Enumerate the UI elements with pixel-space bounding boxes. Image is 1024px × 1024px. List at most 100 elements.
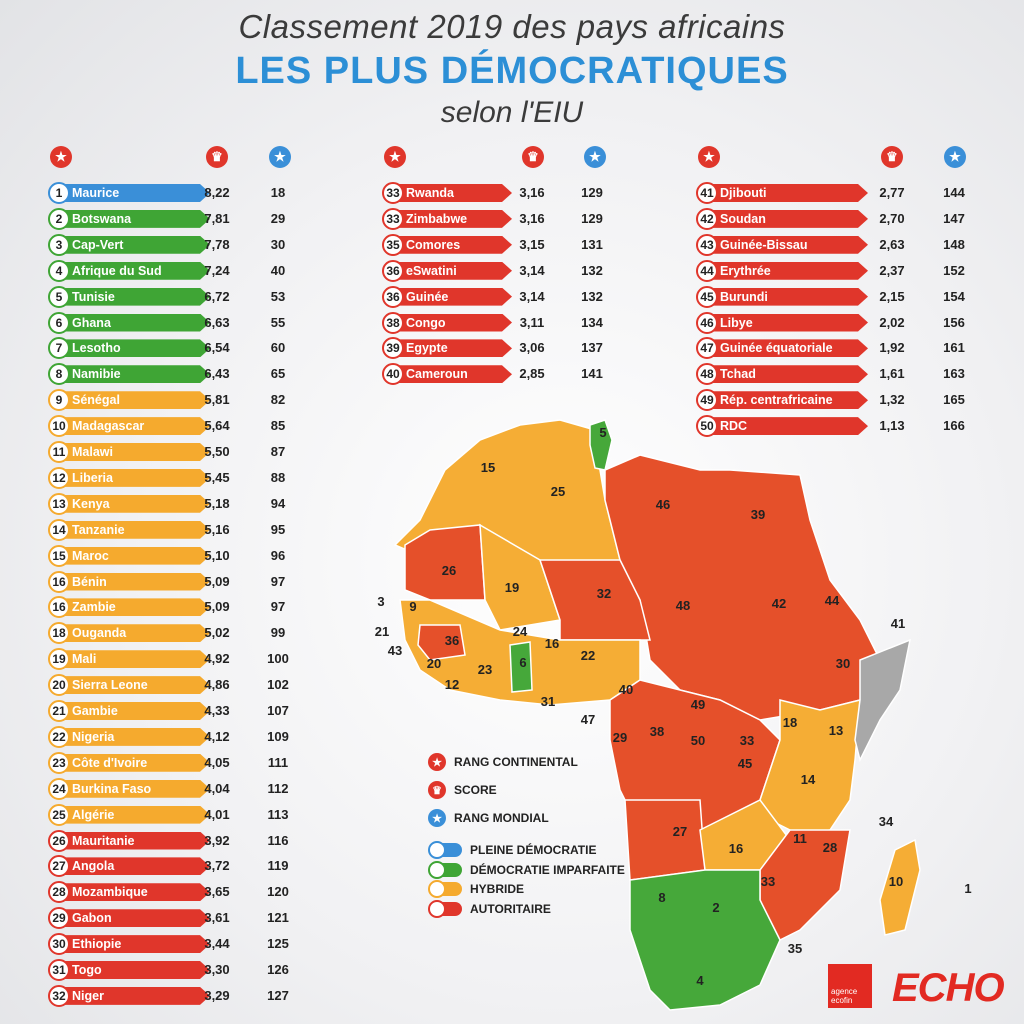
category-label: DÉMOCRATIE IMPARFAITE: [470, 863, 625, 877]
continental-rank: 22: [48, 725, 70, 748]
continental-rank: 32: [48, 984, 70, 1007]
world-rank: 29: [270, 210, 286, 226]
country-name: Bénin: [72, 574, 107, 589]
continental-rank: 48: [696, 363, 718, 386]
score-value: 4,12: [204, 728, 230, 744]
title-line-2: LES PLUS DÉMOCRATIQUES: [235, 50, 789, 92]
map-region-mauritanie: [404, 524, 486, 601]
continental-rank: 7: [48, 337, 70, 360]
country-bar: [60, 547, 210, 565]
country-bar: [60, 288, 210, 306]
world-rank: 132: [581, 262, 603, 278]
country-bar: [60, 469, 210, 487]
world-rank: 102: [267, 677, 289, 693]
country-name: Mozambique: [72, 885, 148, 900]
world-rank: 120: [267, 884, 289, 900]
world-rank: 111: [267, 754, 289, 770]
map-rank-label: 10: [889, 874, 903, 889]
world-rank: 112: [267, 780, 289, 796]
table-row: 29 Gabon 3,61 121: [48, 907, 306, 930]
table-row: 22 Nigeria 4,12 109: [48, 725, 306, 748]
score-value: 7,78: [204, 236, 230, 252]
map-rank-label: 11: [793, 831, 807, 846]
continental-rank: 29: [48, 907, 70, 930]
country-name: Djibouti: [720, 186, 767, 200]
table-row: 6 Ghana 6,63 55: [48, 311, 306, 334]
country-bar: [60, 702, 210, 720]
map-rank-label: 27: [673, 824, 687, 839]
agence-logo-text: agence ecofin: [831, 987, 858, 1005]
table-row: 27 Angola 3,72 119: [48, 855, 306, 878]
score-value: 2,77: [879, 185, 905, 200]
continental-rank: 31: [48, 959, 70, 981]
continental-rank: 8: [48, 363, 70, 386]
country-bar: [60, 883, 210, 901]
map-rank-label: 31: [541, 694, 555, 709]
score-value: 1,92: [879, 340, 905, 356]
country-bar: [394, 210, 512, 228]
trophy-icon: ♛: [428, 781, 446, 799]
category-legend-item: HYBRIDE: [428, 878, 524, 900]
country-bar: [708, 288, 868, 306]
world-rank: 147: [943, 210, 965, 226]
country-name: Tchad: [720, 367, 756, 382]
star-icon: ★: [428, 753, 446, 771]
country-name: Afrique du Sud: [72, 263, 162, 278]
world-rank: 109: [267, 728, 289, 744]
world-rank: 127: [267, 987, 289, 1003]
score-value: 1,61: [879, 366, 905, 382]
score-value: 7,81: [204, 210, 230, 226]
score-value: 3,14: [519, 262, 545, 278]
map-rank-label: 30: [836, 656, 850, 671]
category-label: PLEINE DÉMOCRATIE: [470, 843, 597, 857]
country-bar: [60, 236, 210, 254]
map-rank-label: 24: [513, 624, 528, 639]
country-name: Guinée: [406, 289, 449, 304]
score-value: 3,92: [204, 832, 230, 848]
continental-rank: 21: [48, 700, 70, 722]
country-bar: [394, 184, 512, 202]
map-rank-label: 25: [551, 484, 565, 499]
map-rank-label: 22: [581, 648, 595, 663]
table-row: 20 Sierra Leone 4,86 102: [48, 674, 306, 697]
country-bar: [60, 676, 210, 694]
country-name: Côte d'Ivoire: [72, 755, 148, 770]
country-bar: [60, 391, 210, 409]
score-value: 4,01: [204, 806, 230, 822]
table-row: 11 Malawi 5,50 87: [48, 441, 306, 463]
country-bar: [60, 365, 210, 383]
score-value: 3,16: [519, 210, 545, 226]
table-row: 48 Tchad 1,61 163: [696, 363, 982, 386]
country-bar: [60, 857, 210, 875]
map-region-maroc-algerie: [393, 419, 621, 601]
continental-rank: 6: [48, 311, 70, 334]
category-swatch: [428, 861, 462, 879]
map-rank-label: 33: [761, 874, 775, 889]
world-rank: 141: [581, 366, 603, 382]
world-rank: 96: [270, 547, 286, 563]
score-value: 2,63: [879, 236, 905, 252]
map-rank-label: 40: [619, 682, 633, 697]
continental-rank: 13: [48, 492, 70, 515]
map-rank-label: 39: [751, 507, 765, 522]
continental-rank: 36: [382, 259, 404, 282]
world-rank: 121: [267, 910, 289, 926]
country-name: Ouganda: [72, 626, 127, 641]
table-row: 14 Tanzanie 5,16 95: [48, 518, 306, 541]
country-name: Zambie: [72, 600, 116, 615]
country-name: Mauritanie: [72, 833, 135, 848]
map-rank-label: 38: [650, 724, 664, 739]
table-row: 44 Erythrée 2,37 152: [696, 259, 982, 282]
country-name: Togo: [72, 963, 102, 977]
world-rank: 129: [581, 210, 603, 226]
table-row: 23 Côte d'Ivoire 4,05 111: [48, 751, 306, 774]
table-row: 25 Algérie 4,01 113: [48, 803, 306, 826]
score-value: 2,70: [879, 210, 905, 226]
world-rank: 85: [270, 418, 286, 434]
country-name: Sierra Leone: [72, 678, 148, 693]
country-name: eSwatini: [406, 263, 457, 278]
category-swatch-dot: [428, 841, 446, 859]
country-bar: [60, 650, 210, 668]
table-row: 42 Soudan 2,70 147: [696, 207, 982, 230]
continental-rank: 24: [48, 777, 70, 800]
